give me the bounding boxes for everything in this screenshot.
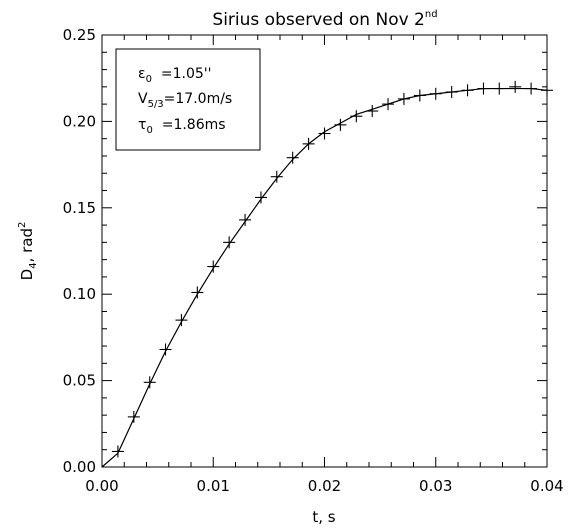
x-tick-label: 0.00 — [85, 477, 118, 495]
data-point — [286, 151, 299, 164]
y-tick-label: 0.00 — [63, 458, 96, 476]
data-point — [207, 260, 220, 273]
legend-box — [115, 48, 261, 151]
legend-v-value: =17.0m/s — [164, 91, 233, 107]
chart-title: Sirius observed on Nov 2nd — [212, 9, 437, 30]
legend-v-sub: 5/3 — [148, 99, 164, 110]
legend: ε0 =1.05'' V5/3=17.0m/s τ0 =1.86ms — [115, 48, 261, 151]
plot-area — [101, 80, 553, 468]
y-tick-label: 0.25 — [63, 26, 96, 44]
data-point — [223, 236, 236, 249]
legend-v-symbol: V — [138, 91, 148, 107]
data-point — [239, 213, 252, 226]
y-tick-label: 0.15 — [63, 199, 96, 217]
legend-epsilon-symbol: ε — [138, 66, 146, 82]
data-point — [382, 98, 395, 111]
chart-title-superscript: nd — [425, 9, 438, 20]
y-axis-label-sup: 2 — [17, 222, 28, 228]
data-point — [350, 110, 363, 123]
x-axis: 0.00 0.01 0.02 0.03 0.04 — [85, 35, 564, 495]
data-point — [397, 92, 410, 105]
y-axis-label-sub: 4 — [28, 262, 39, 268]
legend-epsilon-value: =1.05'' — [152, 66, 212, 82]
x-tick-label: 0.04 — [530, 477, 563, 495]
x-axis-label: t, s — [312, 508, 335, 526]
y-axis-label-main: D — [18, 269, 36, 281]
y-axis-label: D4, rad2 — [17, 222, 39, 281]
x-tick-label: 0.03 — [419, 477, 452, 495]
legend-tau-sub: 0 — [146, 125, 152, 136]
data-point — [445, 86, 458, 99]
data-point — [318, 127, 331, 140]
y-tick-label: 0.10 — [63, 285, 96, 303]
data-point — [509, 80, 522, 93]
data-point — [429, 87, 442, 100]
data-point — [127, 410, 140, 423]
legend-line-v53: V5/3=17.0m/s — [138, 91, 232, 110]
x-tick-label: 0.01 — [197, 477, 230, 495]
y-axis: 0.00 0.05 0.10 0.15 0.20 0.25 — [63, 26, 547, 476]
data-point — [413, 89, 426, 102]
data-point — [334, 118, 347, 131]
legend-tau-symbol: τ — [138, 117, 146, 133]
data-point — [366, 105, 379, 118]
data-point — [175, 314, 188, 327]
data-point — [477, 82, 490, 95]
y-tick-label: 0.20 — [63, 112, 96, 130]
data-point — [111, 445, 124, 458]
data-point — [159, 343, 172, 356]
data-point — [270, 170, 283, 183]
data-point — [254, 191, 267, 204]
legend-tau-value: =1.86ms — [153, 117, 226, 133]
legend-line-epsilon: ε0 =1.05'' — [138, 66, 211, 85]
data-point — [143, 376, 156, 389]
data-point — [493, 82, 506, 95]
legend-line-tau: τ0 =1.86ms — [138, 117, 226, 136]
data-point — [461, 84, 474, 97]
data-point — [302, 137, 315, 150]
x-tick-label: 0.02 — [308, 477, 341, 495]
y-tick-label: 0.05 — [63, 372, 96, 390]
y-axis-label-suffix: , rad — [18, 228, 36, 262]
legend-epsilon-sub: 0 — [146, 74, 152, 85]
chart-title-main: Sirius observed on Nov 2 — [212, 10, 424, 30]
data-point — [525, 82, 538, 95]
data-point — [191, 286, 204, 299]
